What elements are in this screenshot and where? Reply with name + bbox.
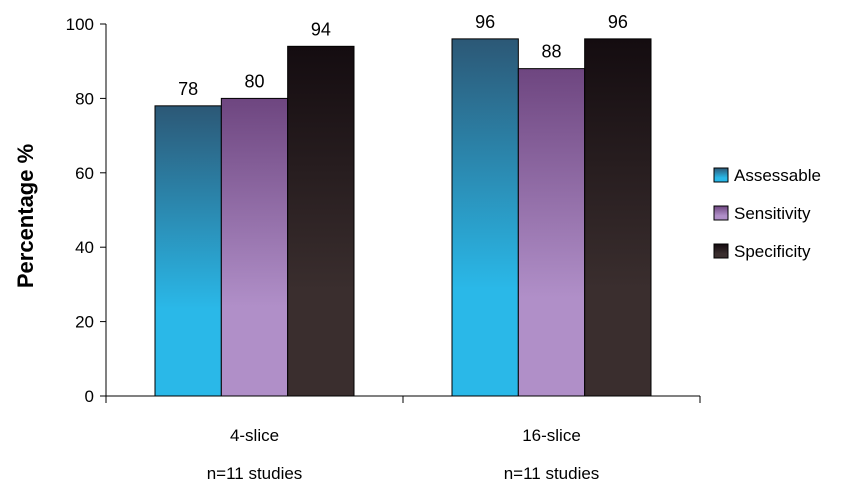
legend: Assessable Sensitivity Specificity bbox=[713, 166, 821, 261]
bar-specificity-4-slice bbox=[287, 45, 355, 397]
bars bbox=[154, 38, 652, 397]
y-tick-label: 40 bbox=[75, 238, 94, 257]
data-label: 96 bbox=[608, 12, 628, 32]
x-category-sublabel: n=11 studies bbox=[504, 464, 600, 483]
legend-label: Assessable bbox=[734, 166, 821, 185]
x-category-label: 16-slice bbox=[522, 426, 581, 445]
data-label: 80 bbox=[244, 71, 264, 91]
y-tick-label: 20 bbox=[75, 313, 94, 332]
legend-swatch-sensitivity bbox=[713, 205, 729, 221]
legend-label: Specificity bbox=[734, 242, 811, 261]
data-label: 96 bbox=[475, 12, 495, 32]
x-category-label: 4-slice bbox=[230, 426, 279, 445]
x-category-sublabel: n=11 studies bbox=[207, 464, 303, 483]
data-label: 78 bbox=[178, 79, 198, 99]
x-axis: 4-slice n=11 studies 16-slice n=11 studies bbox=[105, 395, 701, 483]
legend-swatch-specificity bbox=[713, 243, 729, 259]
bar-sensitivity-4-slice bbox=[220, 97, 289, 397]
y-tick-label: 100 bbox=[66, 15, 94, 34]
bar-assessable-4-slice bbox=[154, 105, 222, 397]
bar-assessable-16-slice bbox=[451, 38, 519, 397]
legend-label: Sensitivity bbox=[734, 204, 811, 223]
data-label: 88 bbox=[541, 42, 561, 62]
bar-specificity-16-slice bbox=[584, 38, 652, 397]
y-axis: 0 20 40 60 80 100 bbox=[66, 15, 107, 406]
bar-sensitivity-16-slice bbox=[517, 68, 586, 397]
y-axis-label: Percentage % bbox=[13, 144, 38, 288]
legend-swatch-assessable bbox=[713, 167, 729, 183]
data-labels: 78 80 94 96 88 96 bbox=[178, 12, 628, 99]
data-label: 94 bbox=[311, 19, 331, 39]
y-tick-label: 0 bbox=[85, 387, 94, 406]
y-tick-label: 60 bbox=[75, 164, 94, 183]
y-tick-label: 80 bbox=[75, 89, 94, 108]
